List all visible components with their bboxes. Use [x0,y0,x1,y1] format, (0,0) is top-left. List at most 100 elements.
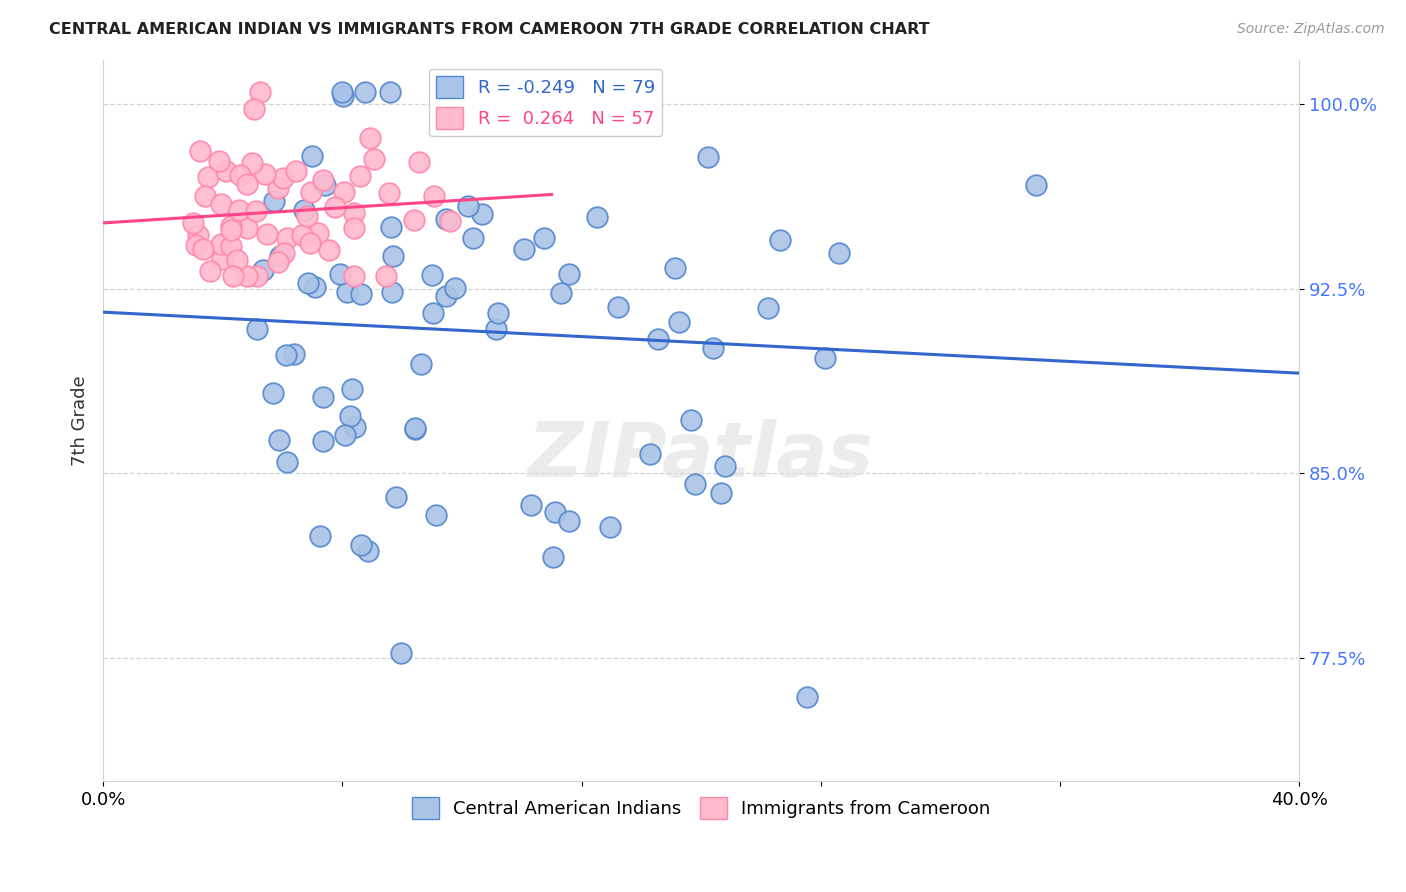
Point [558,514,581,528]
Point [796,690,818,704]
Point [323,200,346,214]
Point [606,300,628,314]
Point [585,210,607,224]
Point [336,285,359,300]
Point [271,170,294,185]
Point [664,261,686,276]
Point [363,153,385,167]
Point [344,420,367,434]
Point [332,89,354,103]
Point [439,214,461,228]
Point [309,529,332,543]
Point [380,85,402,99]
Point [215,164,238,178]
Legend: Central American Indians, Immigrants from Cameroon: Central American Indians, Immigrants fro… [405,789,998,826]
Point [211,252,233,267]
Point [318,243,340,257]
Point [572,85,595,99]
Point [513,242,536,256]
Point [219,219,242,233]
Point [343,269,366,284]
Point [229,169,252,183]
Point [408,155,430,169]
Point [343,220,366,235]
Point [236,269,259,284]
Point [304,280,326,294]
Point [463,231,485,245]
Point [332,185,354,199]
Point [187,227,209,242]
Point [457,199,479,213]
Point [599,520,621,534]
Point [385,490,408,504]
Point [274,348,297,362]
Point [423,189,446,203]
Point [209,197,232,211]
Point [263,194,285,209]
Point [299,185,322,199]
Text: ZIPatlas: ZIPatlas [529,419,875,493]
Point [404,421,426,435]
Point [291,227,314,242]
Point [380,220,402,235]
Point [181,216,204,230]
Point [357,543,380,558]
Point [492,85,515,99]
Point [668,315,690,329]
Point [311,434,333,449]
Point [246,322,269,336]
Point [484,322,506,336]
Point [292,202,315,217]
Point [1025,178,1047,193]
Point [683,476,706,491]
Point [262,386,284,401]
Point [276,231,298,245]
Point [814,351,837,365]
Point [208,153,231,168]
Point [197,169,219,184]
Point [312,173,335,187]
Point [488,85,510,99]
Point [544,505,567,519]
Point [558,267,581,281]
Point [444,281,467,295]
Point [382,249,405,263]
Point [295,209,318,223]
Point [486,306,509,320]
Point [709,486,731,500]
Point [284,164,307,178]
Point [314,178,336,192]
Point [404,422,426,436]
Point [267,433,290,447]
Point [301,149,323,163]
Point [254,167,277,181]
Point [471,207,494,221]
Point [434,289,457,303]
Point [420,268,443,282]
Point [769,233,792,247]
Y-axis label: 7th Grade: 7th Grade [72,375,89,466]
Point [236,178,259,192]
Point [533,231,555,245]
Point [276,455,298,469]
Point [236,221,259,235]
Point [245,203,267,218]
Point [221,223,243,237]
Point [638,447,661,461]
Point [194,189,217,203]
Point [378,186,401,200]
Point [252,263,274,277]
Point [679,413,702,427]
Point [343,206,366,220]
Point [647,332,669,346]
Point [297,276,319,290]
Point [330,85,353,99]
Point [240,155,263,169]
Point [381,285,404,299]
Point [283,347,305,361]
Point [311,390,333,404]
Point [219,239,242,253]
Point [184,238,207,252]
Point [267,181,290,195]
Point [541,550,564,565]
